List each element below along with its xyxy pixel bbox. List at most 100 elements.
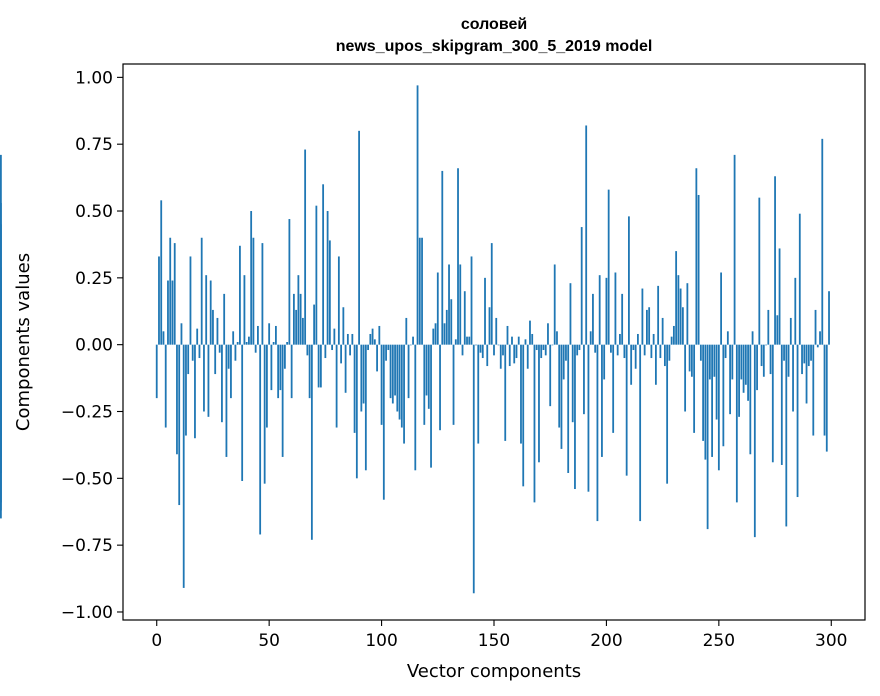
bar-124 (434, 323, 437, 345)
bar-215 (639, 344, 642, 522)
bar-12 (182, 344, 185, 588)
bar-9 (176, 344, 178, 455)
bar-44 (254, 344, 257, 353)
bar-127 (441, 170, 444, 345)
bar-238 (690, 344, 693, 377)
bar-156 (506, 325, 509, 345)
bar-223 (657, 285, 660, 345)
bar-218 (646, 309, 648, 345)
bar-206 (619, 333, 621, 345)
bar-257 (733, 154, 736, 345)
bar-89 (355, 344, 358, 479)
bar-167 (531, 333, 534, 345)
bar-221 (652, 333, 655, 345)
bar-62 (295, 309, 298, 345)
bar-136 (461, 344, 464, 356)
bar-254 (726, 331, 729, 345)
y-axis-label: Components values (13, 253, 34, 431)
bar-23 (207, 344, 210, 417)
bar-212 (632, 344, 635, 351)
bar-207 (621, 293, 624, 345)
bar-105 (391, 344, 394, 404)
x-tick-label: 0 (151, 631, 162, 651)
bar-16 (191, 344, 194, 361)
bar-286 (798, 213, 801, 345)
bar-75 (324, 344, 327, 359)
bar-140 (470, 256, 473, 345)
bar-56 (281, 344, 284, 457)
bar-160 (515, 344, 518, 359)
x-tick-label: 50 (258, 631, 280, 651)
bar-13 (185, 344, 187, 436)
bar-255 (729, 344, 731, 415)
bar-174 (547, 323, 549, 345)
bar-100 (380, 344, 383, 425)
bar-60 (290, 344, 293, 399)
bar-142 (475, 344, 477, 346)
bar-40 (245, 342, 248, 345)
bar-122 (430, 344, 432, 468)
bar-191 (585, 125, 588, 345)
bar-97 (373, 339, 376, 345)
bar-172 (542, 344, 545, 351)
bar-53 (275, 325, 277, 345)
bar-25 (212, 309, 214, 345)
bar-234 (681, 307, 684, 345)
bar-65 (301, 317, 304, 345)
bar-137 (463, 291, 466, 345)
bar-150 (493, 344, 495, 356)
bar-220 (650, 344, 653, 359)
y-tick-label: −0.25 (61, 403, 113, 423)
bar-259 (738, 344, 740, 417)
bar-270 (762, 344, 765, 377)
bar-268 (758, 197, 761, 345)
bar-282 (789, 317, 792, 345)
bar-103 (387, 344, 390, 351)
bar-189 (580, 227, 583, 345)
bar-30 (223, 293, 226, 345)
bar-299 (828, 291, 830, 345)
bar-149 (490, 243, 493, 345)
bar-33 (230, 344, 232, 399)
bar-277 (778, 248, 781, 345)
bar-128 (443, 323, 446, 345)
bar-197 (598, 275, 601, 345)
bar-73 (319, 344, 322, 388)
y-tick-label: −0.75 (61, 536, 113, 556)
bar-78 (331, 344, 334, 351)
bar-298 (825, 344, 828, 452)
bar-188 (578, 344, 581, 351)
bar-231 (675, 251, 678, 345)
bar-269 (760, 344, 763, 367)
bar-117 (418, 237, 421, 345)
bar-179 (558, 344, 561, 428)
bar-114 (412, 336, 414, 345)
bar-159 (513, 344, 516, 364)
bar-115 (414, 344, 417, 471)
bar-48 (263, 344, 266, 484)
bar-265 (751, 331, 754, 345)
bar-208 (623, 344, 626, 359)
bar-229 (670, 336, 673, 345)
bar-91 (360, 344, 363, 412)
bar-77 (328, 240, 331, 345)
bar-134 (457, 168, 459, 345)
bar-43 (252, 237, 255, 345)
bar-61 (292, 293, 295, 345)
bar-20 (200, 237, 203, 345)
bar-228 (668, 344, 671, 361)
bar-undefined (0, 344, 2, 473)
bar-181 (562, 344, 565, 380)
bar-296 (821, 138, 824, 345)
bar-253 (724, 344, 727, 359)
bar-252 (722, 344, 725, 447)
bar-292 (812, 344, 815, 436)
bar-161 (517, 336, 520, 345)
bar-173 (544, 344, 547, 356)
bar-144 (479, 344, 482, 353)
bar-66 (304, 149, 307, 345)
bar-126 (439, 344, 441, 431)
y-tick-label: −1.00 (61, 603, 113, 623)
bar-171 (540, 344, 543, 359)
bar-284 (794, 277, 797, 345)
